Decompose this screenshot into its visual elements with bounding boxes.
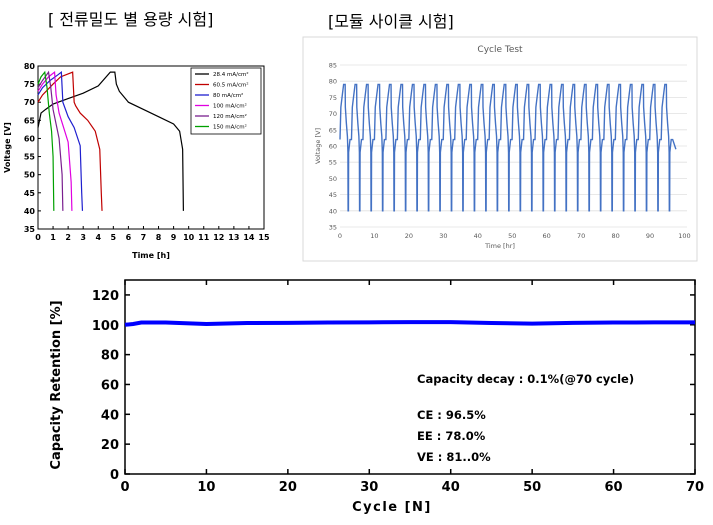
chart1-x-tick-label: 2 xyxy=(65,233,71,242)
chart1-legend-label: 100 mA/cm² xyxy=(213,103,247,110)
chart2-x-tick-label: 50 xyxy=(508,232,516,240)
chart1-x-tick-label: 7 xyxy=(141,233,147,242)
chart3-x-tick-label: 0 xyxy=(120,480,129,495)
chart3-annotation-decay: Capacity decay : 0.1%(@70 cycle) xyxy=(417,372,634,386)
left-chart-heading: [ 전류밀도 별 용량 시험] xyxy=(48,10,214,29)
chart3-y-tick-label: 100 xyxy=(92,319,119,334)
chart2-x-tick-label: 0 xyxy=(338,232,342,240)
chart1-legend-label: 60.5 mA/cm² xyxy=(213,82,249,89)
chart3-plot-frame xyxy=(124,279,696,475)
chart2-x-tick-label: 80 xyxy=(611,232,619,240)
chart1-plot-frame xyxy=(37,65,265,230)
chart3-x-tick-label: 30 xyxy=(360,480,378,495)
chart2-x-tick-label: 30 xyxy=(439,232,447,240)
chart1-x-tick-label: 6 xyxy=(126,233,132,242)
chart2-y-tick-label: 85 xyxy=(329,62,337,70)
chart1-legend-label: 150 mA/cm² xyxy=(213,124,247,131)
chart1-y-tick-label: 80 xyxy=(24,62,36,71)
chart1-y-tick-label: 40 xyxy=(24,207,36,216)
chart2-y-tick-label: 50 xyxy=(329,175,337,183)
chart1-x-tick-label: 12 xyxy=(213,233,224,242)
chart1-x-tick-label: 1 xyxy=(50,233,56,242)
chart2-title: Cycle Test xyxy=(477,45,523,55)
chart1-x-tick-label: 15 xyxy=(258,233,270,242)
chart3-annotation-ve: VE : 81..0% xyxy=(417,450,491,464)
chart3-x-tick-label: 50 xyxy=(523,480,541,495)
chart2-y-tick-label: 35 xyxy=(329,224,337,232)
chart1-series-line-3 xyxy=(37,70,84,211)
chart3-x-axis-label: Cycle [N] xyxy=(352,500,432,515)
chart2-x-tick-label: 20 xyxy=(405,232,413,240)
chart1-series-line-4 xyxy=(37,70,73,211)
chart1-y-tick-label: 55 xyxy=(24,153,36,162)
chart3-x-tick-label: 60 xyxy=(605,480,623,495)
chart1-x-tick-label: 14 xyxy=(243,233,255,242)
chart3-y-tick-label: 120 xyxy=(92,289,119,304)
chart2-frame xyxy=(302,36,698,262)
chart3-annotation-ce: CE : 96.5% xyxy=(417,408,486,422)
chart2-x-tick-label: 40 xyxy=(474,232,482,240)
chart1-legend-label: 120 mA/cm² xyxy=(213,113,247,120)
chart2-x-axis-label: Time [hr] xyxy=(484,242,515,250)
chart1-x-tick-label: 10 xyxy=(183,233,195,242)
chart2-y-tick-label: 60 xyxy=(329,143,337,151)
chart1-x-tick-label: 8 xyxy=(156,233,162,242)
chart1-x-tick-label: 3 xyxy=(80,233,86,242)
chart2-y-tick-label: 65 xyxy=(329,126,337,134)
chart2-y-axis-label: Voltage [V] xyxy=(314,128,322,164)
chart1-y-tick-label: 50 xyxy=(24,171,36,180)
chart2-x-tick-label: 10 xyxy=(370,232,378,240)
chart2-x-tick-label: 100 xyxy=(678,232,690,240)
chart2-y-tick-label: 45 xyxy=(329,191,337,199)
chart2-y-tick-label: 80 xyxy=(329,78,337,86)
chart3-y-tick-label: 80 xyxy=(101,349,119,364)
chart3-y-tick-label: 0 xyxy=(110,468,119,483)
chart3-y-tick-label: 20 xyxy=(101,438,119,453)
chart1-legend-label: 28.4 mA/cm² xyxy=(213,71,249,78)
chart2-x-tick-label: 70 xyxy=(577,232,585,240)
chart1-x-tick-label: 13 xyxy=(228,233,239,242)
chart1-x-tick-label: 5 xyxy=(111,233,117,242)
chart3-y-axis-label: Capacity Retention [%] xyxy=(49,300,64,469)
chart1-series-line-2 xyxy=(37,71,103,211)
chart1-y-tick-label: 60 xyxy=(24,134,36,143)
chart2-series-line xyxy=(339,83,677,212)
chart1-y-tick-label: 65 xyxy=(24,116,36,125)
chart3-x-tick-label: 20 xyxy=(279,480,297,495)
chart1-x-tick-label: 4 xyxy=(95,233,101,242)
chart2-y-tick-label: 75 xyxy=(329,94,337,102)
chart3-x-tick-label: 10 xyxy=(197,480,215,495)
chart1-y-tick-label: 35 xyxy=(24,225,36,234)
chart1-series-line-1 xyxy=(37,71,184,211)
right-chart-heading: [모듈 사이클 시험] xyxy=(328,12,454,31)
chart1-y-axis-label: Voltage [V] xyxy=(3,122,12,173)
chart3-annotation-ee: EE : 78.0% xyxy=(417,429,486,443)
chart3-x-tick-label: 70 xyxy=(686,480,704,495)
chart2-y-tick-label: 40 xyxy=(329,207,337,215)
chart1-y-tick-label: 45 xyxy=(24,189,36,198)
chart1-x-tick-label: 11 xyxy=(198,233,210,242)
chart2-y-tick-label: 70 xyxy=(329,110,337,118)
chart3-y-tick-label: 40 xyxy=(101,408,119,423)
chart2-y-tick-label: 55 xyxy=(329,159,337,167)
chart1-legend-label: 80 mA/cm² xyxy=(213,92,243,99)
chart1-x-axis-label: Time [h] xyxy=(132,251,170,260)
chart1-y-tick-label: 70 xyxy=(24,98,36,107)
chart1-x-tick-label: 0 xyxy=(35,233,41,242)
chart3-series-line xyxy=(124,320,695,327)
chart1-series-line-6 xyxy=(37,70,55,211)
chart3-y-tick-label: 60 xyxy=(101,378,119,393)
chart1-legend-box xyxy=(190,67,262,135)
chart1-y-tick-label: 75 xyxy=(24,80,36,89)
chart2-x-tick-label: 90 xyxy=(646,232,654,240)
chart1-series-line-5 xyxy=(37,70,64,211)
chart2-x-tick-label: 60 xyxy=(543,232,551,240)
chart1-x-tick-label: 9 xyxy=(171,233,177,242)
chart3-x-tick-label: 40 xyxy=(442,480,460,495)
